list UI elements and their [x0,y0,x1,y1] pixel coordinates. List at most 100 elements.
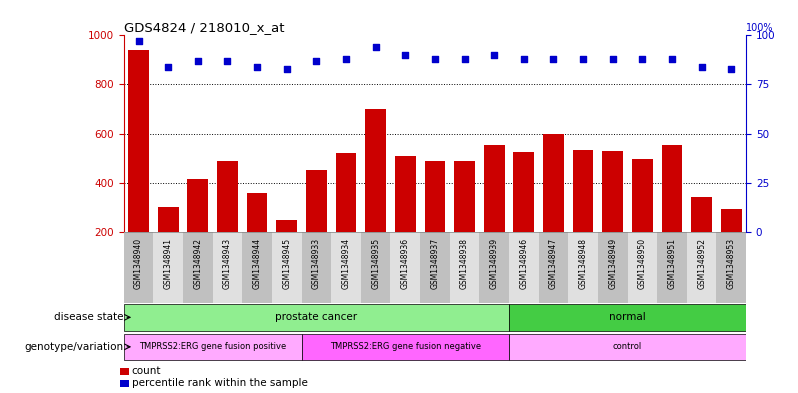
Point [162,64,175,70]
Text: prostate cancer: prostate cancer [275,312,358,322]
Bar [302,232,331,303]
Bar [662,145,682,232]
Bar [361,232,390,303]
Point [458,56,471,62]
Text: GDS4824 / 218010_x_at: GDS4824 / 218010_x_at [124,21,284,34]
Point [488,52,500,58]
Point [369,44,382,50]
Point [251,64,263,70]
Bar [425,161,445,232]
Bar [450,232,480,303]
Text: GSM1348949: GSM1348949 [608,237,617,288]
Point [132,38,145,44]
Text: GSM1348947: GSM1348947 [549,237,558,288]
Bar [272,232,302,303]
Bar [454,161,475,232]
Bar [276,220,297,232]
Text: GSM1348935: GSM1348935 [371,237,380,288]
Point [666,56,678,62]
Point [280,66,293,72]
Point [577,56,590,62]
Bar [124,304,509,331]
Bar [484,145,504,232]
Bar [331,232,361,303]
Text: count: count [132,366,161,376]
Text: GSM1348934: GSM1348934 [342,237,350,288]
Bar [336,153,357,232]
Text: GSM1348938: GSM1348938 [460,237,469,288]
Text: GSM1348945: GSM1348945 [282,237,291,288]
Bar [124,232,153,303]
Bar [306,171,326,232]
Bar [509,334,746,360]
Point [429,56,441,62]
Bar [124,334,302,360]
Text: TMPRSS2:ERG gene fusion negative: TMPRSS2:ERG gene fusion negative [330,342,481,351]
Bar [632,160,653,232]
Point [725,66,737,72]
Bar [420,232,450,303]
Bar [627,232,658,303]
Bar [247,193,267,232]
Text: disease state: disease state [54,312,124,322]
Bar [717,232,746,303]
Bar [691,197,712,232]
Bar [217,161,238,232]
Point [517,56,530,62]
Point [221,58,234,64]
Text: GSM1348933: GSM1348933 [312,237,321,288]
Bar [390,232,420,303]
Bar [543,134,564,232]
Bar [513,152,534,232]
Text: GSM1348952: GSM1348952 [697,237,706,288]
Point [310,58,322,64]
Text: GSM1348940: GSM1348940 [134,237,143,288]
Text: genotype/variation: genotype/variation [25,342,124,352]
Point [695,64,708,70]
Bar [183,232,212,303]
Bar [128,50,149,232]
Bar [395,156,416,232]
Text: GSM1348948: GSM1348948 [579,237,587,288]
Bar [212,232,243,303]
Bar [243,232,272,303]
Bar [721,209,741,232]
Point [340,56,353,62]
Point [636,56,649,62]
Text: GSM1348943: GSM1348943 [223,237,232,288]
Point [399,52,412,58]
Text: GSM1348937: GSM1348937 [430,237,440,288]
Text: GSM1348939: GSM1348939 [490,237,499,288]
Bar [509,304,746,331]
Text: normal: normal [609,312,646,322]
Text: GSM1348944: GSM1348944 [253,237,262,288]
Bar [509,232,539,303]
Bar [573,150,594,232]
Text: GSM1348951: GSM1348951 [668,237,677,288]
Text: GSM1348950: GSM1348950 [638,237,647,288]
Point [547,56,560,62]
Text: GSM1348936: GSM1348936 [401,237,409,288]
Text: GSM1348942: GSM1348942 [193,237,202,288]
Point [606,56,619,62]
Text: control: control [613,342,642,351]
Bar [365,109,386,232]
Text: percentile rank within the sample: percentile rank within the sample [132,378,307,388]
Bar [602,151,623,232]
Bar [480,232,509,303]
Bar [658,232,687,303]
Text: TMPRSS2:ERG gene fusion positive: TMPRSS2:ERG gene fusion positive [139,342,286,351]
Bar [188,179,208,232]
Text: GSM1348946: GSM1348946 [519,237,528,288]
Bar [153,232,183,303]
Bar [568,232,598,303]
Bar [598,232,627,303]
Bar [539,232,568,303]
Text: GSM1348953: GSM1348953 [727,237,736,288]
Bar [158,207,179,232]
Bar [302,334,509,360]
Text: 100%: 100% [746,24,773,33]
Text: GSM1348941: GSM1348941 [164,237,172,288]
Point [192,58,204,64]
Bar [687,232,717,303]
